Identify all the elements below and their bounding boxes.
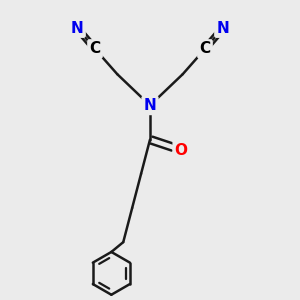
Text: N: N (144, 98, 156, 113)
Text: C: C (89, 41, 100, 56)
Text: C: C (200, 41, 211, 56)
Text: N: N (216, 21, 229, 36)
Text: O: O (175, 142, 188, 158)
Text: N: N (71, 21, 84, 36)
